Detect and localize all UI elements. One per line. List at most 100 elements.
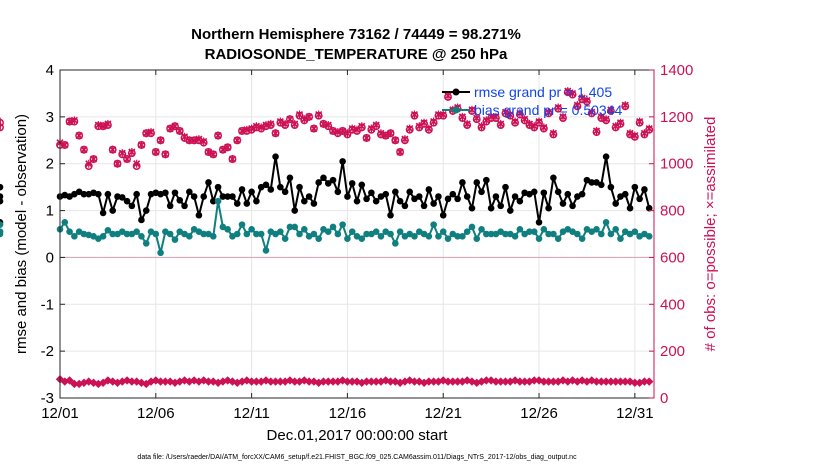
assimilated-count-marker — [104, 119, 112, 128]
assimilated-count-marker — [118, 149, 126, 158]
assimilated-count-marker — [492, 112, 500, 121]
bias-point — [430, 221, 437, 228]
rmse-point — [267, 186, 275, 193]
bias-point — [516, 226, 524, 233]
legend-bias-marker — [452, 106, 460, 114]
rmse-point — [214, 183, 222, 191]
bias-point — [363, 230, 370, 238]
bias-point — [593, 226, 600, 233]
assimilated-count-marker — [506, 110, 514, 119]
low-count-marker — [405, 376, 414, 385]
low-count-marker — [261, 376, 271, 385]
rmse-point — [95, 190, 102, 198]
rmse-point — [277, 183, 284, 191]
rmse-point — [578, 190, 586, 198]
assimilated-count-marker — [372, 121, 380, 130]
y-tick-label-left: 4 — [46, 62, 54, 79]
y-tick-label-right: 1400 — [660, 62, 693, 79]
assimilated-count-marker — [147, 128, 155, 137]
assimilated-count-marker — [209, 150, 217, 159]
bias-point — [257, 230, 265, 238]
assimilated-count-marker — [133, 159, 141, 168]
rmse-point — [344, 193, 351, 200]
rmse-point — [224, 193, 231, 200]
rmse-point — [205, 179, 212, 186]
x-axis-label: Dec.01,2017 00:00:00 start — [267, 427, 449, 444]
bias-point — [574, 230, 581, 238]
bias-point — [483, 230, 490, 238]
bias-point — [138, 233, 145, 240]
assimilated-count-marker — [406, 124, 414, 133]
assimilated-count-marker — [511, 117, 519, 126]
assimilated-count-marker — [540, 123, 548, 132]
x-tick-label: 12/31 — [616, 405, 654, 422]
rmse-point — [550, 174, 557, 182]
rmse-point — [631, 183, 639, 191]
rmse-point — [305, 193, 313, 200]
x-tick-label: 12/16 — [329, 405, 367, 422]
low-count-marker — [558, 376, 568, 385]
bias-point — [315, 235, 322, 242]
assimilated-count-marker — [228, 155, 237, 164]
assimilated-count-marker — [430, 117, 438, 126]
bias-point — [214, 197, 222, 205]
assimilated-count-marker — [473, 114, 481, 123]
rmse-point — [588, 179, 596, 186]
rmse-point — [353, 197, 361, 205]
bias-point — [248, 226, 255, 233]
bias-point — [99, 233, 107, 240]
assimilated-count-marker — [219, 145, 227, 154]
rmse-point — [598, 181, 605, 189]
bias-point — [329, 223, 337, 231]
bias-point — [372, 228, 380, 235]
low-count-marker — [577, 376, 587, 385]
bias-point — [166, 230, 174, 238]
assimilated-count-marker — [386, 129, 395, 138]
bias-point — [617, 235, 624, 242]
low-count-marker — [180, 376, 189, 385]
rmse-point — [0, 197, 4, 205]
assimilated-count-marker — [377, 129, 385, 138]
assimilated-count-marker — [233, 136, 241, 145]
assimilated-count-marker — [157, 136, 165, 145]
y-tick-label-right: 1200 — [660, 109, 693, 126]
rmse-point — [166, 202, 174, 210]
bias-point — [277, 228, 284, 235]
bias-point — [281, 235, 289, 242]
rmse-point — [439, 211, 447, 219]
assimilated-count-marker — [200, 137, 208, 146]
rmse-point — [358, 181, 366, 189]
assimilated-count-marker — [631, 131, 639, 140]
bias-point — [598, 230, 605, 238]
y-axis-label-left: rmse and bias (model - observation) — [13, 114, 30, 354]
assimilated-count-marker — [305, 112, 313, 121]
assimilated-count-marker — [597, 112, 605, 121]
chart-title-line1: Northern Hemisphere 73162 / 74449 = 98.2… — [191, 26, 521, 43]
legend-bias-label: bias grand pr = 0.50344 — [474, 102, 622, 118]
assimilated-count-marker — [468, 105, 476, 114]
rmse-point — [238, 186, 246, 193]
assimilated-count-marker — [214, 131, 222, 140]
bias-point — [444, 235, 452, 242]
bias-point — [157, 249, 164, 257]
bias-point — [487, 230, 495, 238]
rmse-point — [382, 190, 390, 198]
bias-point — [358, 235, 366, 242]
low-count-marker — [199, 376, 208, 385]
low-count-marker — [223, 376, 232, 385]
assimilated-markers — [0, 87, 653, 168]
bias-point — [377, 233, 385, 240]
rmse-point — [636, 195, 643, 203]
bias-point — [502, 230, 509, 238]
assimilated-count-marker — [224, 143, 232, 152]
rmse-point — [372, 197, 380, 205]
bias-point — [301, 226, 308, 233]
assimilated-count-marker — [310, 124, 318, 133]
bias-point — [554, 235, 562, 242]
bias-point — [123, 230, 131, 238]
assimilated-count-marker — [477, 122, 486, 131]
rmse-point — [435, 193, 442, 200]
assimilated-count-marker — [482, 116, 490, 125]
low-count-marker — [103, 376, 113, 385]
rmse-point — [186, 188, 193, 196]
